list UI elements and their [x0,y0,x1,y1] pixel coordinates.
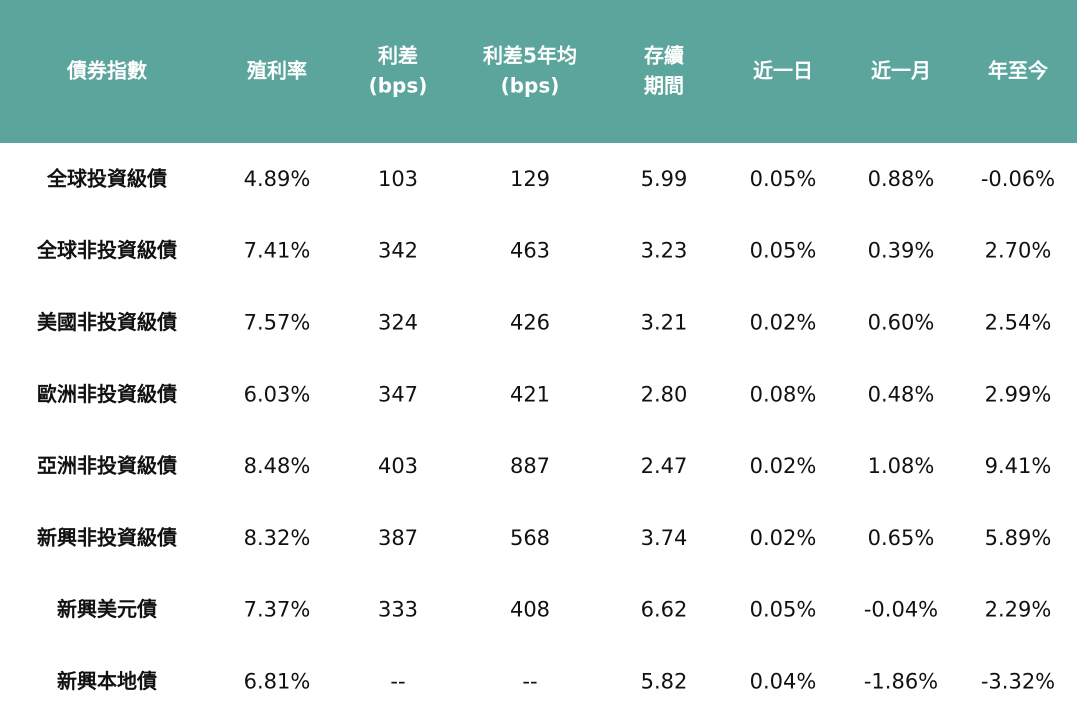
cell: 568 [510,526,550,550]
cell: -- [390,670,405,694]
cell: 9.41% [985,454,1052,478]
cell: 8.48% [244,454,311,478]
header-cell: (bps) [501,74,560,98]
cell: 8.32% [244,526,311,550]
cell: -1.86% [864,670,938,694]
cell: 6.03% [244,382,311,406]
cell: 0.39% [868,239,935,263]
cell: 387 [378,526,418,550]
cell: 2.70% [985,239,1052,263]
row-label: 新興美元債 [57,597,157,621]
header-cell: (bps) [369,74,428,98]
cell: 6.62 [641,598,688,622]
cell: 5.82 [641,670,688,694]
cell: 5.89% [985,526,1052,550]
cell: 3.21 [641,311,688,335]
cell: 7.37% [244,598,311,622]
header-cell: 殖利率 [247,59,307,83]
cell: 2.99% [985,382,1052,406]
cell: 4.89% [244,167,311,191]
row-label: 全球非投資級債 [36,238,177,262]
cell: 5.99 [641,167,688,191]
cell: 0.02% [750,311,817,335]
cell: 421 [510,382,550,406]
cell: 2.80 [641,382,688,406]
cell: 342 [378,239,418,263]
header-cell: 期間 [644,74,684,98]
cell: 463 [510,239,550,263]
header-cell: 近一月 [871,59,931,83]
cell: 0.08% [750,382,817,406]
row-label: 新興非投資級債 [37,525,177,549]
header-cell: 利差5年均 [483,44,577,68]
cell: 0.48% [868,382,935,406]
cell: 0.88% [868,167,935,191]
cell: 0.02% [750,526,817,550]
cell: 347 [378,382,418,406]
cell: 0.05% [750,598,817,622]
header-cell: 近一日 [753,59,813,83]
cell: 7.41% [244,239,311,263]
cell: 426 [510,311,550,335]
cell: 2.29% [985,598,1052,622]
row-label: 亞洲非投資級債 [37,454,177,478]
cell: 2.54% [985,311,1052,335]
header-cell: 利差 [378,44,418,68]
row-label: 新興本地債 [57,669,157,693]
row-label: 美國非投資級債 [37,310,177,334]
cell: 887 [510,454,550,478]
cell: 408 [510,598,550,622]
cell: 333 [378,598,418,622]
cell: 6.81% [244,670,311,694]
cell: 403 [378,454,418,478]
cell: 2.47 [641,454,688,478]
cell: 0.02% [750,454,817,478]
cell: -0.04% [864,598,938,622]
header-cell: 債券指數 [66,59,147,83]
cell: 0.04% [750,670,817,694]
header-cell: 年至今 [988,59,1049,83]
row-label: 全球投資級債 [46,166,167,190]
cell: 103 [378,167,418,191]
cell: 3.74 [641,526,688,550]
header-cell: 存續 [644,44,684,68]
cell: 1.08% [868,454,935,478]
cell: 0.05% [750,167,817,191]
header-background [0,0,1077,143]
cell: 0.05% [750,239,817,263]
row-label: 歐洲非投資級債 [37,382,177,406]
cell: -3.32% [981,670,1055,694]
cell: 0.65% [868,526,935,550]
cell: 324 [378,311,418,335]
cell: 0.60% [868,311,935,335]
cell: 7.57% [244,311,311,335]
cell: 129 [510,167,550,191]
cell: -0.06% [981,167,1055,191]
cell: 3.23 [641,239,688,263]
cell: -- [522,670,537,694]
